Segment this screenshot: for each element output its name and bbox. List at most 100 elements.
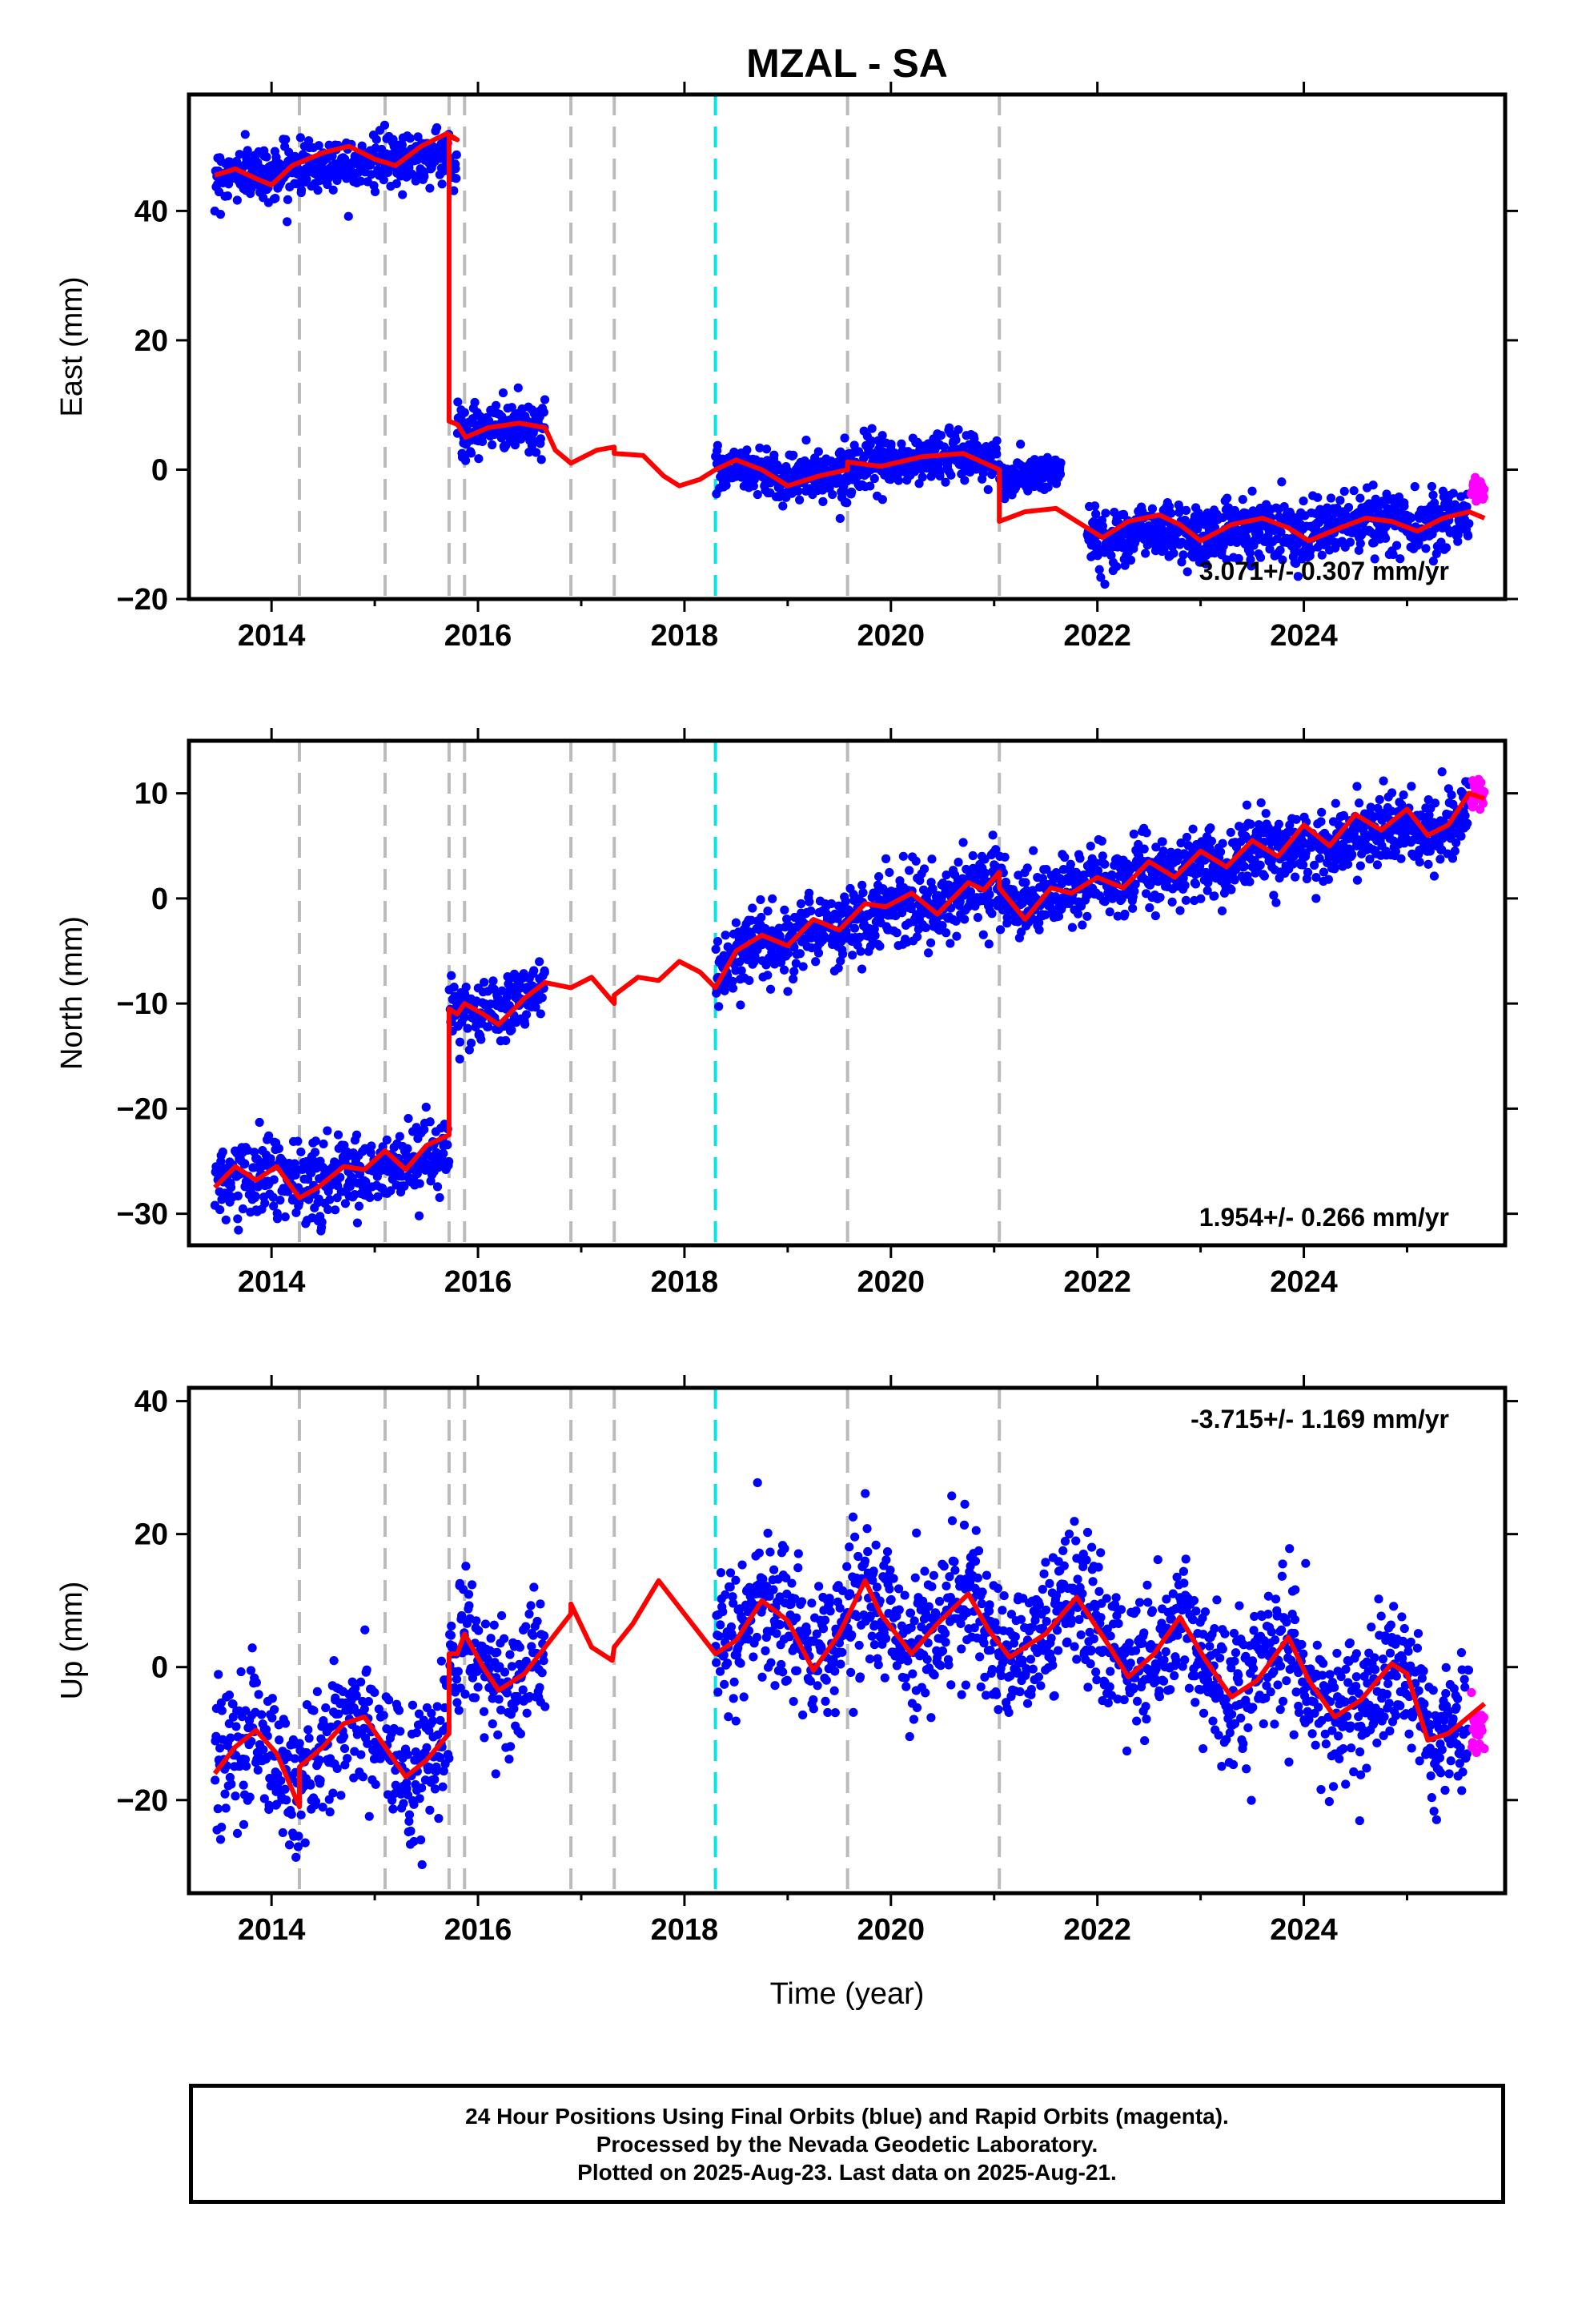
- final-orbit-point: [1299, 860, 1308, 870]
- final-orbit-point: [443, 1140, 452, 1150]
- x-tick-label: 2020: [857, 1265, 926, 1299]
- final-orbit-point: [1368, 480, 1378, 490]
- final-orbit-point: [449, 186, 459, 195]
- final-orbit-point: [404, 1113, 413, 1124]
- final-orbit-point: [865, 481, 875, 491]
- final-orbit-point: [215, 1835, 226, 1844]
- final-orbit-point: [921, 923, 931, 933]
- east-rate-label: 3.071+/- 0.307 mm/yr: [1199, 557, 1449, 585]
- final-orbit-point: [842, 498, 852, 508]
- final-orbit-point: [1306, 545, 1316, 554]
- final-orbit-point: [232, 195, 242, 205]
- final-orbit-point: [488, 976, 498, 986]
- final-orbit-point: [1447, 790, 1456, 800]
- final-orbit-point: [247, 1643, 257, 1653]
- final-orbit-point: [303, 1725, 313, 1735]
- final-orbit-point: [1320, 515, 1330, 525]
- final-orbit-point: [417, 1783, 427, 1793]
- final-orbit-point: [367, 170, 376, 179]
- final-orbit-point: [357, 141, 367, 151]
- final-orbit-point: [275, 1196, 285, 1205]
- final-orbit-point: [1188, 824, 1198, 834]
- plot-title: MZAL - SA: [746, 41, 948, 86]
- final-orbit-point: [479, 1707, 489, 1716]
- final-orbit-point: [720, 1679, 729, 1689]
- final-orbit-point: [1319, 867, 1328, 877]
- final-orbit-point: [1042, 452, 1052, 462]
- final-orbit-point: [302, 175, 311, 184]
- final-orbit-point: [739, 1692, 749, 1702]
- final-orbit-point: [245, 1792, 255, 1802]
- final-orbit-point: [491, 1769, 500, 1779]
- final-orbit-point: [460, 408, 469, 417]
- final-orbit-point: [987, 909, 997, 919]
- final-orbit-point: [233, 1191, 243, 1200]
- final-orbit-point: [964, 440, 974, 449]
- final-orbit-point: [1000, 852, 1010, 862]
- final-orbit-point: [805, 897, 814, 907]
- final-orbit-point: [264, 1131, 274, 1140]
- final-orbit-point: [325, 1807, 335, 1817]
- final-orbit-point: [927, 854, 937, 864]
- final-orbit-point: [1339, 486, 1349, 497]
- final-orbit-point: [769, 1565, 779, 1574]
- final-orbit-point: [725, 1568, 736, 1578]
- final-orbit-point: [1238, 495, 1247, 505]
- final-orbit-point: [1100, 859, 1110, 869]
- final-orbit-point: [505, 1650, 515, 1659]
- x-tick-label: 2024: [1270, 619, 1338, 653]
- final-orbit-point: [1021, 878, 1030, 887]
- final-orbit-point: [486, 1634, 496, 1643]
- final-orbit-point: [464, 1601, 474, 1610]
- final-orbit-point: [1355, 861, 1365, 870]
- final-orbit-point: [211, 1775, 220, 1785]
- final-orbit-point: [290, 1754, 299, 1763]
- north-panel: 2014 2016 2018 2020 2022 2024−30−20−10010Nort…: [55, 728, 1518, 1299]
- final-orbit-point: [416, 1835, 426, 1845]
- east-data-layer: [210, 94, 1489, 599]
- final-orbit-point: [1169, 549, 1178, 558]
- final-orbit-point: [793, 1549, 803, 1558]
- final-orbit-point: [737, 1560, 747, 1570]
- final-orbit-point: [460, 456, 471, 465]
- final-orbit-point: [716, 1568, 726, 1578]
- final-orbit-point: [540, 1631, 549, 1641]
- final-orbit-point: [713, 936, 723, 947]
- final-orbit-point: [309, 1706, 319, 1715]
- final-orbit-point: [1303, 867, 1313, 877]
- final-orbit-point: [1421, 544, 1431, 553]
- final-orbit-point: [917, 472, 927, 482]
- final-orbit-point: [323, 1204, 333, 1214]
- final-orbit-point: [804, 888, 814, 898]
- final-orbit-point: [521, 1010, 532, 1019]
- final-orbit-point: [267, 1713, 277, 1723]
- final-orbit-point: [314, 141, 323, 151]
- final-orbit-point: [789, 1696, 798, 1707]
- final-orbit-point: [447, 971, 456, 980]
- final-orbit-point: [942, 928, 951, 938]
- final-orbit-point: [521, 1622, 531, 1631]
- final-orbit-point: [240, 1159, 250, 1168]
- final-orbit-point: [461, 1562, 471, 1571]
- final-orbit-point: [522, 1708, 532, 1718]
- final-orbit-point: [370, 187, 380, 197]
- final-orbit-point: [1256, 798, 1266, 808]
- final-orbit-point: [310, 1148, 320, 1157]
- final-orbit-point: [796, 899, 806, 909]
- final-orbit-point: [761, 1646, 770, 1655]
- final-orbit-point: [351, 1130, 362, 1140]
- final-orbit-point: [304, 136, 314, 146]
- final-orbit-point: [1139, 844, 1149, 854]
- final-orbit-point: [936, 430, 946, 440]
- final-orbit-point: [323, 1126, 332, 1136]
- final-orbit-point: [919, 864, 930, 874]
- final-orbit-point: [912, 932, 922, 942]
- final-orbit-point: [1429, 871, 1439, 881]
- final-orbit-point: [798, 962, 808, 971]
- final-orbit-point: [1375, 508, 1384, 517]
- final-orbit-point: [753, 489, 762, 500]
- final-orbit-point: [336, 1791, 346, 1800]
- final-orbit-point: [391, 179, 401, 188]
- final-orbit-point: [789, 974, 798, 984]
